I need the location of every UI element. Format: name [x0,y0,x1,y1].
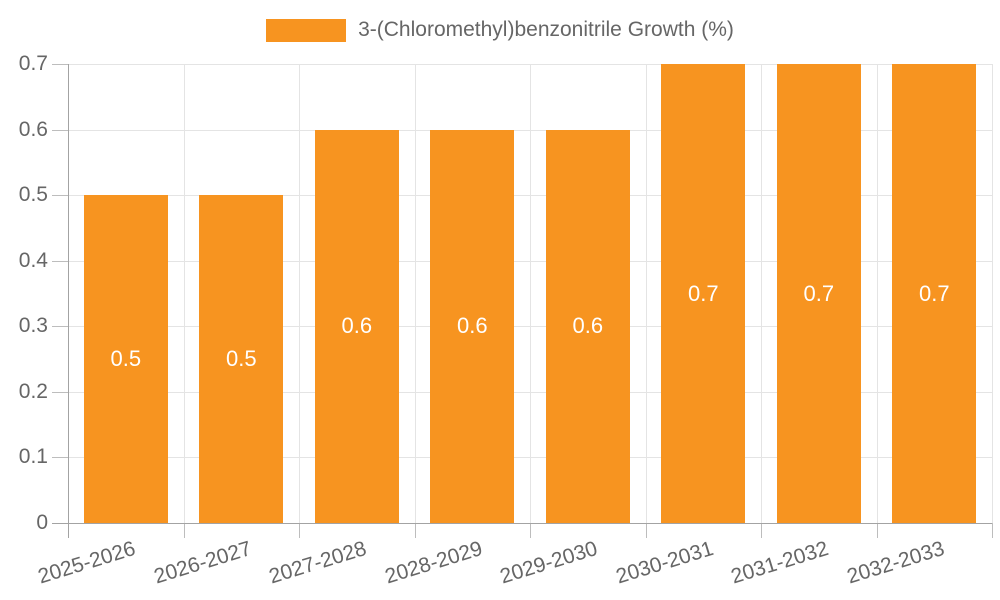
x-axis-label: 2030-2031 [613,537,716,589]
bar-value-label: 0.7 [919,280,950,306]
bar[interactable]: 0.5 [83,195,168,523]
x-tick [530,523,531,538]
gridline-vertical [183,64,185,523]
y-axis-line [68,64,69,538]
x-axis-label: 2026-2027 [151,537,254,589]
y-axis-label: 0 [36,511,48,534]
gridline-vertical [299,64,300,523]
x-axis-line [52,523,992,524]
bar-value-label: 0.6 [341,313,373,339]
x-tick [645,523,647,538]
x-axis-label: 2028-2029 [382,537,485,589]
y-tick [52,260,68,262]
x-tick [414,523,416,538]
legend[interactable]: 3-(Chloromethyl)benzonitrile Growth (%) [0,18,1000,42]
y-axis-label: 0.4 [18,248,48,272]
y-tick [52,195,68,197]
bar[interactable]: 0.5 [199,195,284,523]
bar-value-label: 0.6 [457,313,488,339]
bar[interactable]: 0.7 [776,64,861,523]
y-axis-label: 0.2 [18,379,48,403]
gridline-vertical [761,64,762,523]
y-tick [52,391,68,393]
legend-label: 3-(Chloromethyl)benzonitrile Growth (%) [358,18,734,41]
x-axis-label: 2032-2033 [844,537,947,589]
x-tick [183,523,185,538]
gridline-vertical [645,64,647,523]
x-axis-label: 2029-2030 [497,537,601,589]
y-tick [52,457,68,459]
bar[interactable]: 0.6 [314,129,399,523]
legend-swatch-icon [266,18,347,42]
y-axis-label: 0.6 [18,117,48,141]
bar-value-label: 0.7 [803,280,835,306]
bar-value-label: 0.7 [688,280,719,306]
bar-value-label: 0.6 [572,313,604,339]
x-tick [992,523,993,538]
y-axis-label: 0.1 [18,445,48,469]
gridline-vertical [530,64,531,523]
y-axis-label: 0.5 [18,183,48,207]
x-tick [299,523,300,538]
x-axis-label: 2031-2032 [728,537,832,589]
y-axis-label: 0.7 [18,52,48,75]
y-tick [52,326,68,328]
y-tick [52,64,68,65]
bar[interactable]: 0.6 [545,129,630,523]
bar[interactable]: 0.7 [661,64,746,523]
x-axis-label: 2027-2028 [266,537,370,589]
x-tick [761,523,762,538]
bar[interactable]: 0.6 [430,129,515,523]
x-axis-label: 2025-2026 [35,537,139,589]
gridline-vertical [414,64,416,523]
bar[interactable]: 0.7 [892,64,977,523]
gridline-vertical [876,64,878,523]
y-tick [52,129,68,131]
y-axis-label: 0.3 [18,314,48,338]
bar-value-label: 0.5 [226,346,257,372]
x-tick [876,523,878,538]
gridline-vertical [992,64,993,523]
bar-value-label: 0.5 [110,346,142,372]
